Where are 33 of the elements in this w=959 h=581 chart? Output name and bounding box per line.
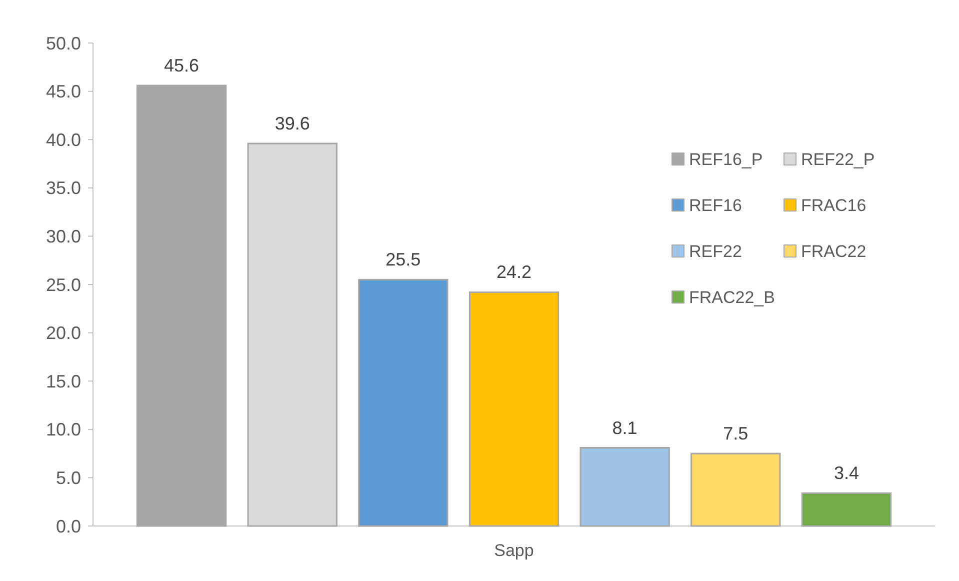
- legend-label: FRAC22_B: [689, 288, 775, 307]
- y-tick-label: 25.0: [46, 274, 81, 295]
- y-tick-label: 10.0: [46, 420, 81, 440]
- data-label: 7.5: [723, 424, 748, 444]
- y-tick-label: 5.0: [56, 468, 81, 488]
- y-tick-label: 40.0: [46, 130, 81, 150]
- bar: [580, 447, 670, 527]
- legend-label: REF16: [689, 196, 742, 215]
- y-tick-label: 20.0: [46, 323, 81, 344]
- y-tick-label: 30.0: [46, 226, 81, 246]
- legend-label: REF22: [689, 242, 742, 261]
- y-tick-label: 35.0: [46, 178, 81, 198]
- data-label: 8.1: [612, 418, 638, 438]
- y-tick-label: 45.0: [46, 82, 81, 102]
- legend-label: REF16_P: [689, 150, 763, 169]
- bar: [468, 291, 560, 527]
- y-tick-label: 15.0: [46, 371, 81, 392]
- bar: [247, 142, 338, 527]
- bar: [690, 452, 781, 527]
- bar: [136, 84, 227, 527]
- legend-label: REF22_P: [801, 150, 875, 169]
- legend-label: FRAC22: [801, 242, 866, 261]
- x-tick-label: Sapp: [494, 541, 534, 560]
- data-label: 45.6: [164, 56, 200, 76]
- bar: [358, 278, 448, 527]
- y-tick-label: 50.0: [46, 33, 81, 54]
- data-label: 3.4: [834, 463, 859, 484]
- data-label: 25.5: [386, 250, 421, 270]
- data-label: 39.6: [274, 113, 310, 134]
- data-label: 24.2: [496, 262, 532, 282]
- legend-label: FRAC16: [801, 196, 866, 215]
- bar: [801, 492, 892, 527]
- y-tick-label: 0.0: [56, 516, 81, 536]
